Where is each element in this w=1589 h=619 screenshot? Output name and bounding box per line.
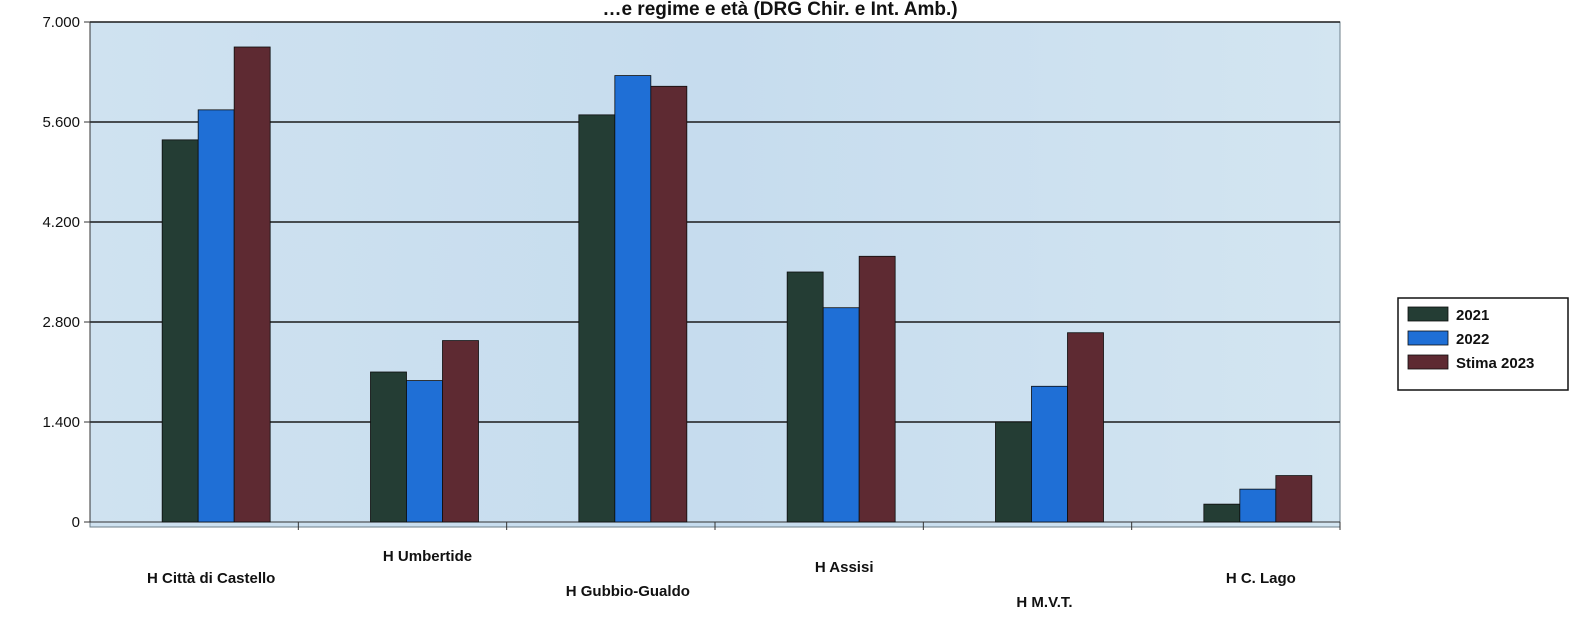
- bar: [578, 114, 616, 523]
- bar: [1239, 488, 1277, 523]
- bar: [442, 340, 479, 523]
- y-tick-label: 4.200: [42, 214, 80, 231]
- bar: [1067, 332, 1104, 523]
- bar: [614, 75, 652, 523]
- y-tick-label: 0: [72, 514, 80, 531]
- y-tick-label: 2.800: [42, 314, 80, 331]
- legend-label: 2021: [1456, 307, 1489, 324]
- bar: [197, 109, 235, 523]
- chart-title: …e regime e età (DRG Chir. e Int. Amb.): [602, 0, 957, 20]
- x-category-label: H C. Lago: [1226, 570, 1296, 587]
- y-tick-label: 5.600: [42, 114, 80, 131]
- bar: [1031, 385, 1068, 523]
- bar: [786, 271, 824, 523]
- bar: [995, 421, 1032, 523]
- x-category-label: H Gubbio-Gualdo: [566, 583, 690, 600]
- bar: [1275, 475, 1313, 523]
- gridlines: [90, 21, 1340, 423]
- bar: [822, 307, 860, 523]
- bar: [1203, 503, 1241, 523]
- labels: 0 1.400 2.800 4.200 5.600 7.000 H Città di Cas…: [42, 14, 1295, 611]
- legend-swatch: [1407, 306, 1449, 322]
- legend-swatch: [1407, 330, 1449, 346]
- bar: [370, 371, 407, 523]
- plot-area: [89, 21, 1341, 528]
- x-category-label: H Assisi: [815, 559, 874, 576]
- axes: [84, 21, 1341, 530]
- legend: 2021 2022 Stima 2023: [1397, 297, 1569, 391]
- bar: [161, 139, 199, 523]
- legend-swatch: [1407, 354, 1449, 370]
- bar: [406, 380, 443, 523]
- x-category-label: H M.V.T.: [1016, 594, 1072, 611]
- x-category-label: H Umbertide: [383, 548, 472, 565]
- legend-label: Stima 2023: [1456, 355, 1534, 372]
- y-tick-label: 7.000: [42, 14, 80, 31]
- bar: [233, 46, 271, 523]
- y-tick-label: 1.400: [42, 414, 80, 431]
- x-category-label: H Città di Castello: [147, 570, 275, 587]
- bars: [161, 46, 1313, 523]
- legend-label: 2022: [1456, 331, 1489, 348]
- bar: [650, 85, 688, 523]
- bar: [858, 255, 896, 523]
